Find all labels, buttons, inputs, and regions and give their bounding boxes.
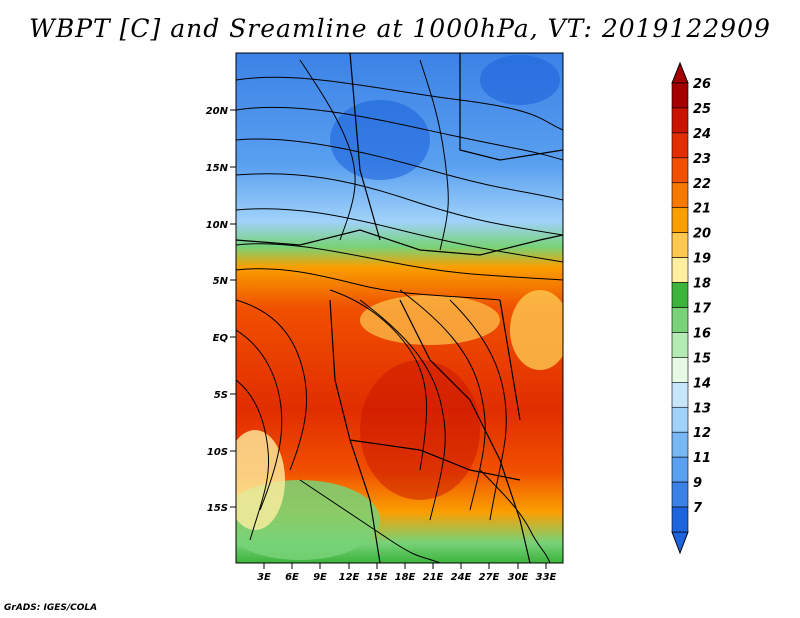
- colorbar-label: 16: [693, 326, 711, 341]
- lon-label: 12E: [339, 572, 360, 583]
- colorbar-label: 18: [693, 277, 711, 292]
- colorbar-segment: [671, 506, 689, 533]
- colorbar-segment: [671, 481, 689, 508]
- lat-label: 5S: [214, 390, 228, 401]
- map-panel: [236, 53, 563, 563]
- colorbar-label: 13: [693, 401, 711, 416]
- colorbar-segment: [671, 107, 689, 134]
- lat-label: 15S: [207, 503, 228, 514]
- colorbar-top-arrow: [671, 61, 689, 84]
- colorbar-segment: [671, 232, 689, 258]
- colorbar-label: 11: [693, 451, 711, 466]
- lon-label: 9E: [313, 572, 327, 583]
- lon-label: 33E: [536, 572, 557, 583]
- colorbar-label: 14: [693, 376, 711, 391]
- yellow-region-sw: [236, 430, 285, 530]
- colorbar-segment: [671, 157, 689, 184]
- colorbar-label: 25: [693, 102, 711, 117]
- colorbar-label: 21: [693, 202, 711, 217]
- colorbar-segment: [671, 332, 689, 358]
- footer-credit: GrADS: IGES/COLA: [4, 603, 98, 613]
- colorbar-label: 15: [693, 351, 711, 366]
- colorbar-segment: [671, 431, 689, 458]
- lon-label: 6E: [285, 572, 299, 583]
- lat-label: 10N: [206, 220, 229, 231]
- red-region-central: [360, 360, 480, 500]
- lat-label: 10S: [207, 447, 228, 458]
- colorbar-segment: [671, 382, 689, 408]
- lat-label: EQ: [213, 333, 229, 344]
- colorbar-segment: [671, 282, 689, 308]
- colorbar-bottom-arrow: [671, 531, 689, 555]
- colorbar-label: 22: [693, 177, 711, 192]
- colorbar-segment: [671, 456, 689, 483]
- colorbar-segment: [671, 207, 689, 233]
- colorbar-segment: [671, 406, 689, 433]
- colorbar-label: 7: [693, 501, 703, 516]
- colorbar-segment: [671, 307, 689, 333]
- lon-label: 30E: [508, 572, 529, 583]
- lat-label: 5N: [213, 276, 229, 287]
- colorbar-label: 9: [693, 476, 702, 491]
- lon-label: 18E: [395, 572, 416, 583]
- longitude-axis: 3E 6E 9E 12E 15E 18E 21E 24E 27E 30E 33E: [257, 563, 557, 583]
- lat-label: 20N: [206, 106, 229, 117]
- colorbar-segment: [671, 182, 689, 209]
- blue-region-north: [330, 100, 430, 180]
- map-frame: [235, 52, 564, 564]
- colorbar-label: 12: [693, 426, 711, 441]
- colorbar-segment: [671, 82, 689, 109]
- blue-region-ne: [480, 55, 560, 105]
- colorbar-segment: [671, 132, 689, 159]
- lon-label: 27E: [479, 572, 500, 583]
- colorbar-label: 17: [693, 302, 712, 317]
- lon-label: 24E: [451, 572, 472, 583]
- colorbar-label: 26: [693, 77, 711, 92]
- colorbar-label: 19: [693, 252, 711, 267]
- lon-label: 21E: [423, 572, 444, 583]
- streamlines: [236, 59, 563, 563]
- colorbar-segment: [671, 257, 689, 283]
- yellow-region-central: [360, 295, 500, 345]
- lon-label: 15E: [367, 572, 388, 583]
- lon-label: 3E: [257, 572, 271, 583]
- colorbar-label: 20: [693, 227, 711, 242]
- colorbar-label: 24: [693, 127, 711, 142]
- colorbar: 26 25 24 23 22 21 20 19 18 17 16 15 14 13 12 11 9 7: [671, 61, 712, 555]
- chart-title: WBPT [C] and Sreamline at 1000hPa, VT: 2…: [29, 14, 771, 43]
- colorbar-label: 23: [693, 152, 711, 167]
- colorbar-segment: [671, 357, 689, 383]
- latitude-axis: 20N 15N 10N 5N EQ 5S 10S 15S: [206, 106, 236, 514]
- lat-label: 15N: [206, 163, 229, 174]
- yellow-region-east: [510, 290, 563, 370]
- country-borders: [236, 53, 563, 563]
